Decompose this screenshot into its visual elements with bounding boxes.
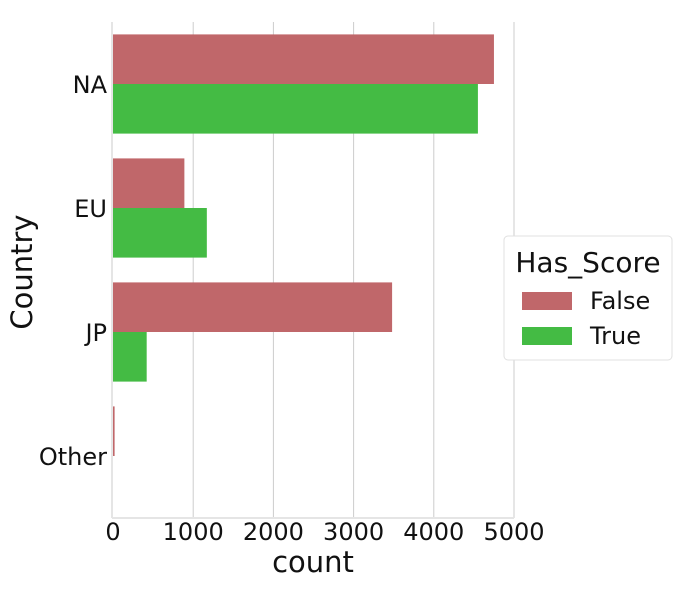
x-tick-label-0: 0 [105, 518, 120, 546]
legend-title: Has_Score [515, 246, 660, 279]
y-tick-label-eu: EU [74, 195, 107, 223]
x-tick-label-5000: 5000 [483, 518, 544, 546]
legend-swatch-false [522, 292, 572, 310]
x-tick-label-1000: 1000 [163, 518, 224, 546]
x-tick-label-2000: 2000 [243, 518, 304, 546]
bar-jp-true [113, 332, 147, 382]
bar-eu-false [113, 158, 185, 208]
bar-other-false [113, 406, 115, 456]
legend-swatch-true [522, 327, 572, 345]
bar-na-false [113, 34, 494, 84]
y-tick-labels: NA EU JP Other [39, 71, 108, 471]
y-tick-label-jp: JP [83, 319, 107, 347]
legend-label-true: True [589, 322, 641, 350]
bar-jp-false [113, 282, 393, 332]
y-axis-title: Country [5, 214, 39, 329]
legend-label-false: False [590, 287, 650, 315]
bar-eu-true [113, 208, 207, 258]
x-tick-label-3000: 3000 [323, 518, 384, 546]
y-tick-label-na: NA [73, 71, 108, 99]
x-axis-title: count [272, 545, 354, 579]
y-tick-label-other: Other [39, 443, 107, 471]
x-tick-label-4000: 4000 [403, 518, 464, 546]
x-tick-labels: 0 1000 2000 3000 4000 5000 [105, 518, 544, 546]
bar-na-true [113, 84, 478, 134]
legend: Has_Score False True [503, 235, 673, 361]
bars [113, 34, 494, 456]
